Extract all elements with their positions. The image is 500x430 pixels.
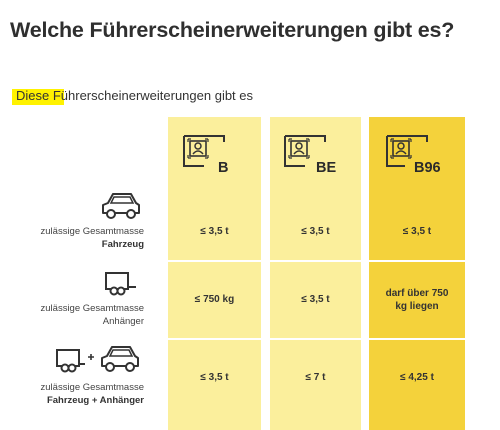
row-label-line1: zulässige Gesamtmasse	[40, 226, 144, 237]
row-label-line1: zulässige Gesamtmasse	[40, 382, 144, 393]
cell-be-trailer: ≤ 3,5 t	[301, 294, 330, 305]
cell-be-combination: ≤ 7 t	[305, 372, 326, 383]
row-label-line2: Anhänger	[102, 316, 144, 327]
page-title: Welche Führerscheinerweiterungen gibt es…	[10, 18, 455, 42]
license-card-icon	[385, 134, 429, 168]
row-label-combination: zulässige Gesamtmasse Fahrzeug + Anhänge…	[41, 381, 144, 407]
infographic-subtitle-wrap: Diese Führerscheinerweiterungen gibt es	[12, 88, 254, 106]
row-label-trailer: zulässige Gesamtmasse Anhänger	[41, 302, 144, 328]
column-b	[168, 117, 261, 430]
column-be	[270, 117, 361, 430]
car-icon	[100, 191, 142, 226]
row-label-line1: zulässige Gesamtmasse	[40, 303, 144, 314]
license-card-icon	[182, 134, 226, 168]
cell-b-vehicle: ≤ 3,5 t	[200, 226, 229, 237]
column-b96	[369, 117, 465, 430]
row-label-vehicle: zulässige Gesamtmasse Fahrzeug	[41, 225, 144, 251]
license-label-b96: B96	[414, 160, 441, 176]
car-with-trailer-icon	[54, 344, 148, 379]
cell-b96-combination: ≤ 4,25 t	[400, 372, 434, 383]
license-label-be: BE	[316, 160, 337, 176]
infographic-subtitle: Diese Führerscheinerweiterungen gibt es	[16, 88, 254, 103]
subtitle-highlight	[12, 89, 64, 105]
cell-b-combination: ≤ 3,5 t	[200, 372, 229, 383]
license-card-icon	[283, 134, 327, 168]
trailer-icon	[104, 270, 138, 303]
row-label-line2: Fahrzeug + Anhänger	[46, 395, 144, 406]
cell-be-vehicle: ≤ 3,5 t	[301, 226, 330, 237]
cell-b96-trailer: darf über 750 kg liegen	[385, 288, 449, 312]
row-label-line2: Fahrzeug	[101, 239, 144, 250]
cell-b-trailer: ≤ 750 kg	[194, 294, 235, 305]
license-label-b: B	[218, 160, 229, 176]
cell-b96-vehicle: ≤ 3,5 t	[402, 226, 432, 237]
